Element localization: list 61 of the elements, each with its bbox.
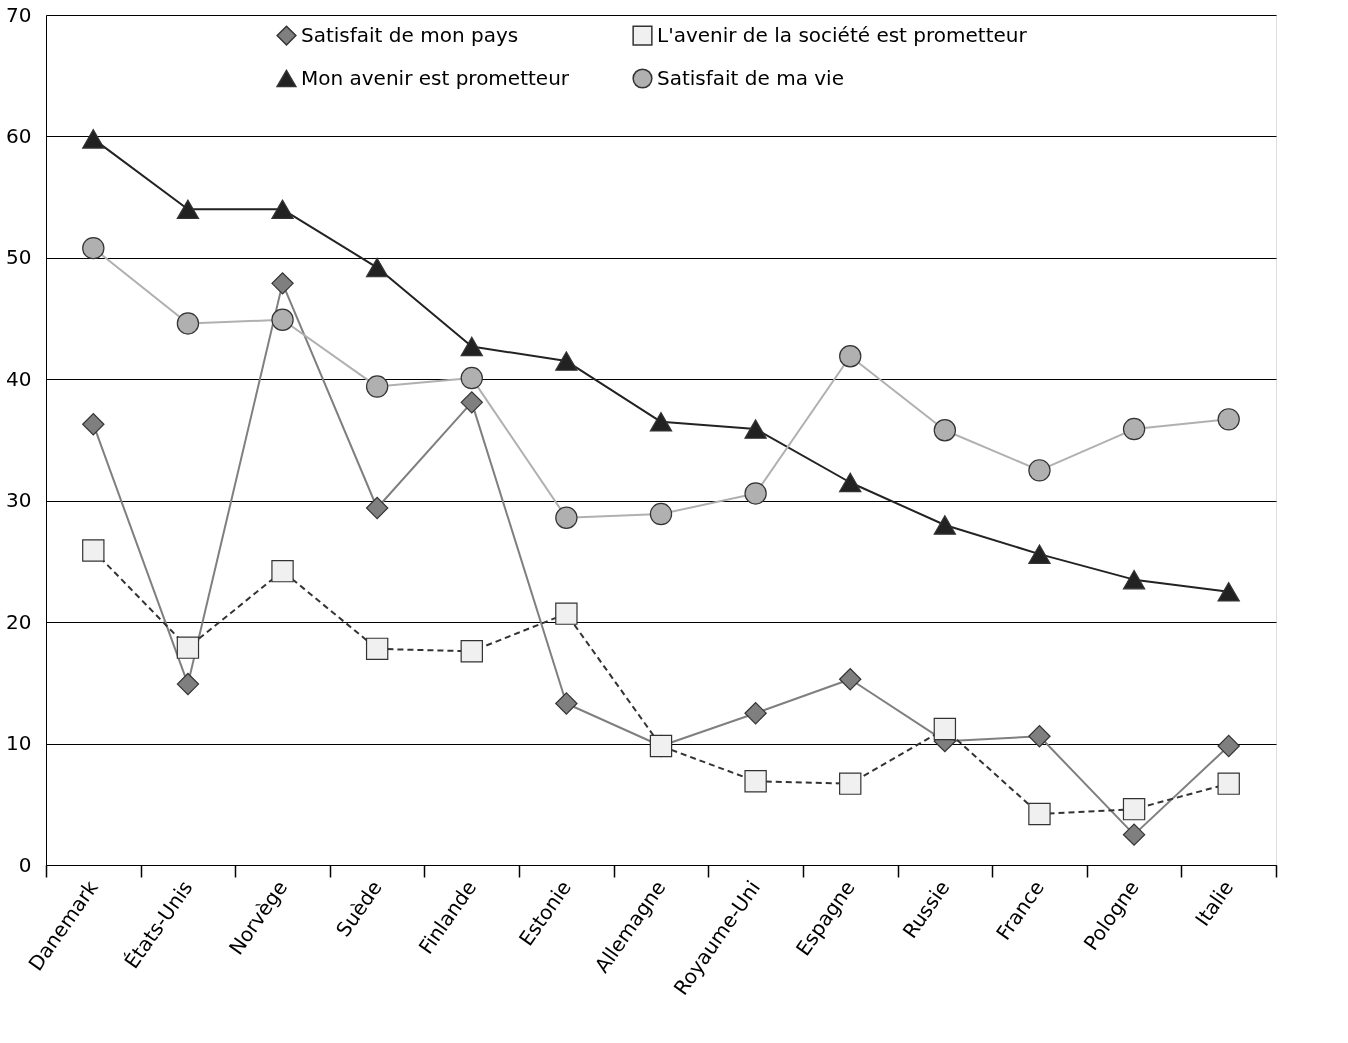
point <box>365 375 389 398</box>
point <box>271 272 294 295</box>
y-tick-label: 50 <box>6 245 32 270</box>
point <box>460 640 483 663</box>
point <box>271 308 294 331</box>
point <box>176 672 200 696</box>
point <box>1028 459 1051 482</box>
point <box>1028 802 1051 826</box>
point <box>1122 823 1146 846</box>
point <box>649 412 673 432</box>
point <box>744 770 767 793</box>
point <box>176 636 200 659</box>
point <box>744 419 767 439</box>
y-tick-label: 10 <box>6 731 32 756</box>
point <box>555 506 578 529</box>
point <box>271 199 294 220</box>
point <box>365 637 389 661</box>
point <box>1217 772 1240 795</box>
point <box>839 345 862 368</box>
point <box>555 351 578 371</box>
point <box>1122 417 1146 441</box>
point <box>1217 408 1240 431</box>
legend-label: L'avenir de la société est prometteur <box>657 22 1028 47</box>
point <box>176 312 200 335</box>
y-tick-label: 60 <box>6 123 32 148</box>
point <box>555 602 578 625</box>
point <box>1028 725 1051 748</box>
point <box>1122 797 1146 821</box>
point <box>1122 569 1146 590</box>
point <box>1217 734 1240 758</box>
point <box>933 515 957 535</box>
point <box>82 129 105 149</box>
point <box>460 336 483 357</box>
point <box>933 419 957 442</box>
point <box>365 257 389 278</box>
point <box>649 502 673 526</box>
y-tick-label: 0 <box>18 852 32 877</box>
y-tick-label: 20 <box>6 609 32 634</box>
point <box>365 496 389 520</box>
point <box>744 482 767 505</box>
point <box>460 366 483 390</box>
y-tick-label: 70 <box>6 2 32 27</box>
y-tick-label: 30 <box>6 488 32 513</box>
point <box>176 199 200 220</box>
point <box>271 559 294 583</box>
point <box>82 236 105 260</box>
point <box>839 772 862 795</box>
point <box>839 668 862 691</box>
point <box>933 717 957 741</box>
point <box>744 702 767 725</box>
point <box>555 692 578 715</box>
point <box>1217 582 1240 602</box>
point <box>460 391 483 414</box>
point <box>82 539 105 562</box>
point <box>82 413 105 436</box>
point <box>1028 544 1051 564</box>
point <box>839 472 862 493</box>
y-tick-label: 40 <box>6 366 32 391</box>
legend-label: Satisfait de mon pays <box>301 22 519 47</box>
legend-label: Satisfait de ma vie <box>657 65 844 90</box>
legend-label: Mon avenir est prometteur <box>301 65 570 90</box>
